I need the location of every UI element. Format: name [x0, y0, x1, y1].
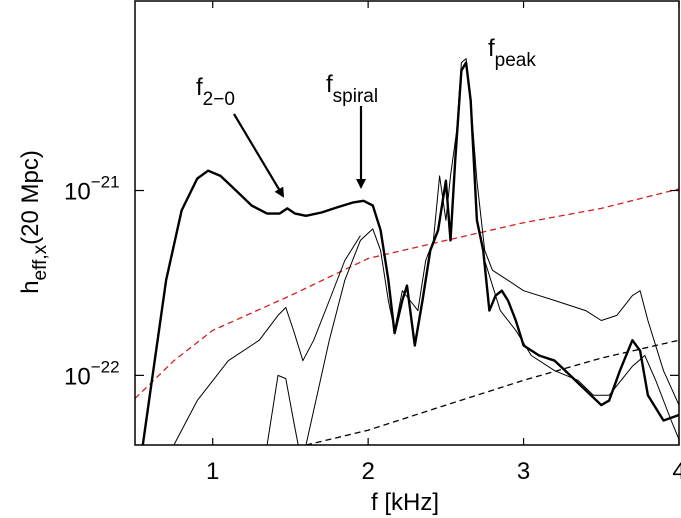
y-label-subscript: eff,x [30, 244, 51, 280]
y-tick-label: 10−22 [64, 357, 120, 390]
x-tick-label: 1 [206, 458, 219, 485]
annotation-main: f [488, 35, 495, 62]
x-tick-label: 4 [672, 458, 681, 485]
series-line [484, 260, 679, 440]
annotation: f2−0 [196, 74, 235, 110]
y-tick-base: 10 [64, 363, 91, 390]
annotation-arrow [233, 113, 285, 198]
series-line [141, 61, 679, 445]
x-tick-label: 3 [517, 458, 530, 485]
y-axis-label: heff,x(20 Mpc) [17, 150, 51, 294]
annotation-main: f [196, 74, 203, 101]
series-line [135, 188, 679, 399]
x-axis-label: f [kHz] [371, 489, 439, 516]
plot-frame [134, 0, 680, 446]
annotation-main: f [326, 71, 333, 98]
plot-lines [135, 58, 679, 445]
y-label-main: h [17, 280, 44, 293]
y-label-rest: (20 Mpc) [17, 150, 44, 245]
annotation-subscript: 2−0 [203, 89, 235, 110]
x-tick-label: 2 [361, 458, 374, 485]
y-tick-exponent: −21 [91, 173, 120, 192]
y-tick-exponent: −22 [91, 357, 120, 376]
annotation: fpeak [488, 35, 536, 71]
series-line [173, 235, 361, 445]
y-tick-base: 10 [64, 179, 91, 206]
y-tick-label: 10−21 [64, 173, 120, 206]
series-line [305, 339, 679, 445]
annotation: fspiral [326, 71, 378, 107]
series-line [266, 374, 299, 445]
annotation-subscript: peak [495, 50, 537, 71]
annotation-subscript: spiral [333, 86, 378, 107]
